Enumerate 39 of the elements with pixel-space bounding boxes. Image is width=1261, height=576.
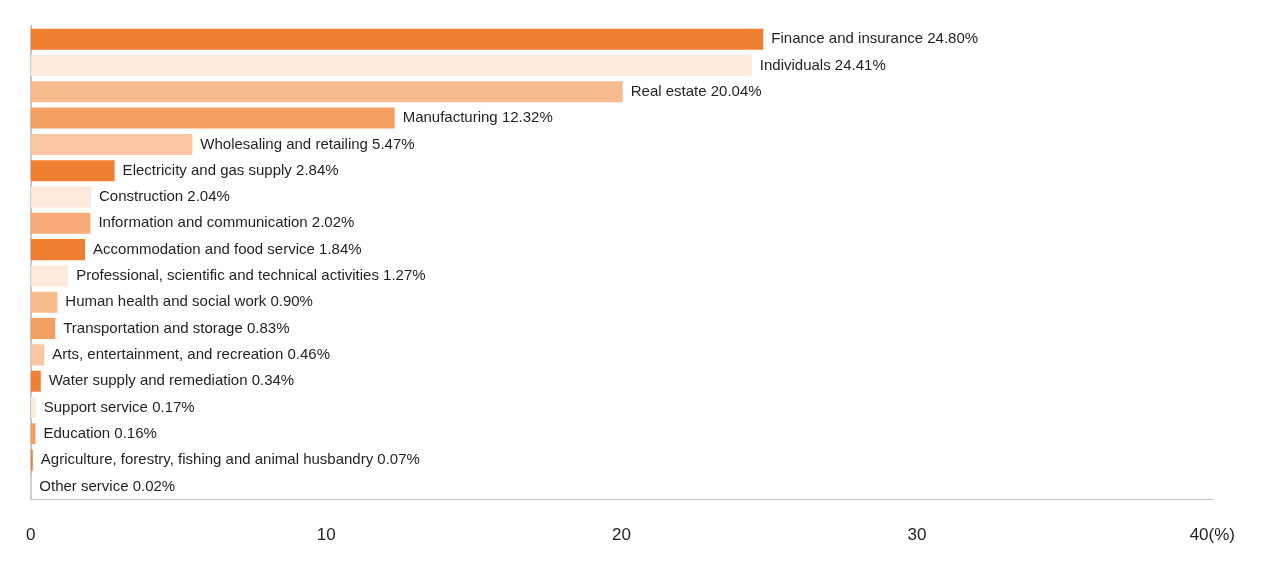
bar — [30, 265, 69, 287]
category-label: Water supply and remediation 0.34% — [48, 371, 295, 389]
category-label: Real estate 20.04% — [630, 81, 762, 99]
category-label: Electricity and gas supply 2.84% — [122, 160, 339, 178]
bar — [30, 396, 36, 419]
bar — [30, 344, 45, 366]
bar — [30, 107, 395, 129]
bar — [30, 186, 91, 208]
category-label: Other service 0.02% — [39, 476, 176, 494]
category-label: Individuals 24.41% — [759, 55, 886, 73]
category-label: Finance and insurance 24.80% — [771, 29, 979, 47]
bar — [30, 239, 86, 261]
category-label: Professional, scientific and technical activities 1.27% — [76, 266, 426, 284]
bar — [30, 28, 764, 50]
category-label: Human health and social work 0.90% — [65, 292, 313, 310]
category-label: Information and communication 2.02% — [98, 213, 355, 231]
category-label: Construction 2.04% — [98, 187, 230, 205]
bar — [30, 291, 58, 313]
category-label: Agriculture, forestry, fishing and animal husbandry 0.07% — [40, 450, 420, 468]
bar — [30, 54, 752, 76]
bar — [30, 133, 193, 155]
x-tick-label: 40(%) — [1189, 525, 1236, 545]
category-label: Support service 0.17% — [43, 397, 195, 415]
x-tick-label: 20 — [612, 525, 631, 545]
bar — [30, 81, 623, 103]
category-label: Education 0.16% — [43, 423, 157, 441]
category-label: Arts, entertainment, and recreation 0.46% — [52, 345, 330, 363]
x-tick-label: 10 — [316, 525, 336, 545]
bar — [30, 449, 33, 471]
x-tick-label: 0 — [25, 525, 36, 545]
category-label: Transportation and storage 0.83% — [63, 318, 290, 336]
category-label: Wholesaling and retailing 5.47% — [200, 134, 415, 152]
bar — [30, 318, 56, 340]
bar — [30, 370, 41, 392]
category-label: Manufacturing 12.32% — [402, 108, 553, 126]
category-label: Accommodation and food service 1.84% — [93, 239, 362, 257]
x-tick-label: 30 — [907, 525, 927, 545]
bar — [30, 212, 91, 234]
bar — [30, 160, 115, 182]
